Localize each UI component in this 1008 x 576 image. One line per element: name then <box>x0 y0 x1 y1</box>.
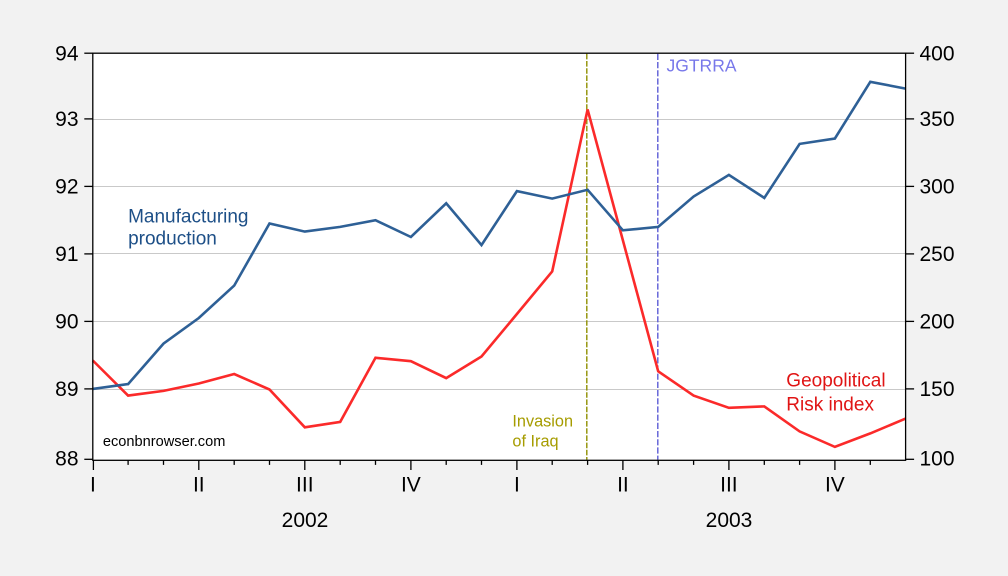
svg-text:90: 90 <box>55 311 78 334</box>
svg-text:350: 350 <box>920 108 955 131</box>
svg-text:Risk index: Risk index <box>786 395 874 416</box>
svg-text:150: 150 <box>920 378 955 401</box>
svg-text:IV: IV <box>401 474 421 497</box>
svg-text:92: 92 <box>55 176 78 199</box>
svg-text:88: 88 <box>55 448 78 471</box>
svg-text:89: 89 <box>55 378 78 401</box>
svg-text:Invasion: Invasion <box>512 413 573 431</box>
svg-text:II: II <box>193 474 205 497</box>
svg-text:I: I <box>514 474 520 497</box>
svg-text:production: production <box>128 229 217 250</box>
svg-text:econbnrowser.com: econbnrowser.com <box>103 434 225 450</box>
svg-text:JGTRRA: JGTRRA <box>667 56 737 76</box>
svg-text:100: 100 <box>920 448 955 471</box>
svg-text:II: II <box>617 474 629 497</box>
svg-text:of Iraq: of Iraq <box>512 433 558 451</box>
svg-text:Geopolitical: Geopolitical <box>786 371 885 392</box>
svg-text:2003: 2003 <box>706 509 753 532</box>
svg-text:94: 94 <box>55 43 79 66</box>
svg-text:IV: IV <box>825 474 845 497</box>
svg-text:400: 400 <box>920 43 955 66</box>
svg-text:2002: 2002 <box>282 509 329 532</box>
svg-text:I: I <box>90 474 96 497</box>
svg-text:200: 200 <box>920 311 955 334</box>
svg-text:93: 93 <box>55 108 78 131</box>
svg-text:250: 250 <box>920 243 955 266</box>
svg-text:III: III <box>720 474 738 497</box>
svg-text:91: 91 <box>55 243 78 266</box>
svg-text:Manufacturing: Manufacturing <box>128 207 248 228</box>
svg-text:300: 300 <box>920 176 955 199</box>
svg-text:III: III <box>296 474 314 497</box>
